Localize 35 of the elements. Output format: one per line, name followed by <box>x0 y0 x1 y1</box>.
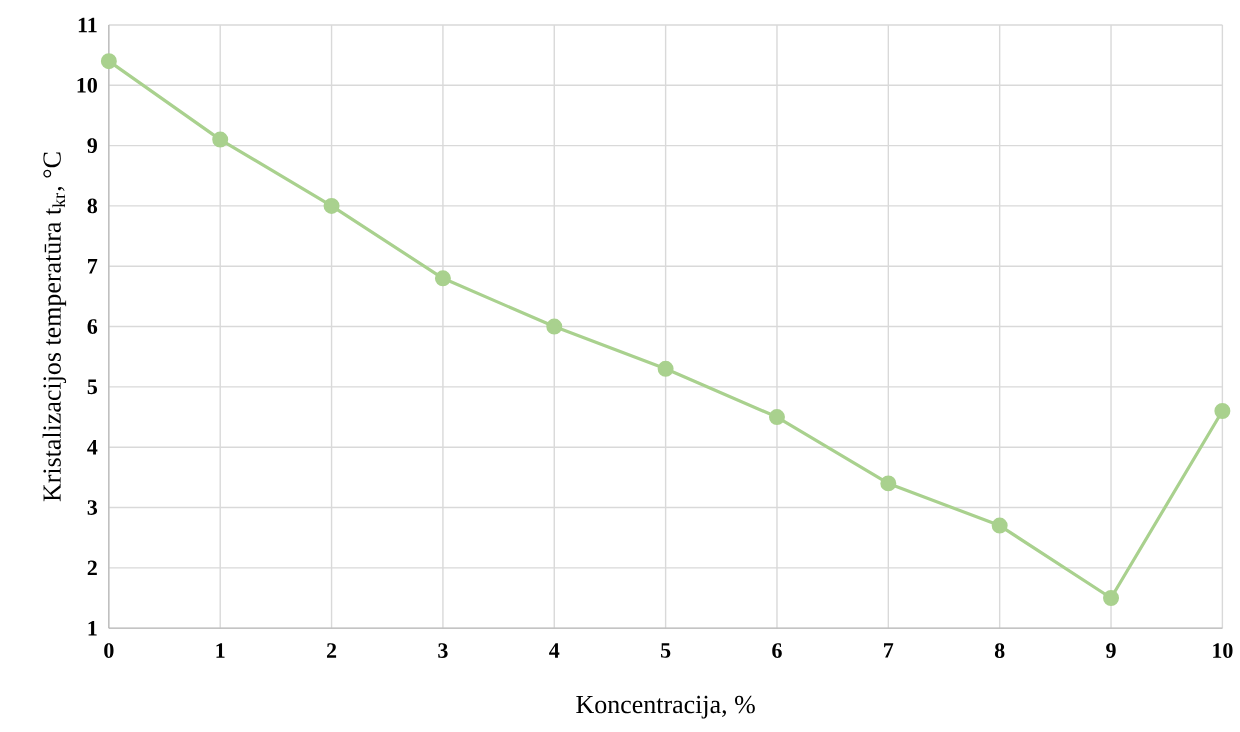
x-tick-label: 4 <box>549 643 560 658</box>
y-axis-title: Kristalizacijos temperatūra t$_{kr}$, °C <box>42 152 67 502</box>
y-tick-label: 5 <box>87 379 97 395</box>
point <box>434 270 451 287</box>
y-tick-label: 8 <box>87 198 98 214</box>
point <box>323 197 340 214</box>
y-tick-label: 9 <box>87 138 97 153</box>
x-tick-label: 0 <box>104 643 114 659</box>
x-tick-label: 1 <box>216 643 225 658</box>
y-tick-label: 10 <box>77 77 97 93</box>
x-tick-label: 10 <box>1213 643 1233 659</box>
x-axis-title: Koncentracija, % <box>576 695 755 719</box>
x-tick-label: 9 <box>1106 643 1116 658</box>
point <box>991 517 1008 534</box>
point <box>657 360 674 377</box>
point <box>880 475 897 492</box>
y-tick-label: 4 <box>87 439 98 455</box>
y-tick-label: 6 <box>87 319 98 334</box>
point <box>1103 590 1120 606</box>
x-tick-label: 6 <box>772 643 782 658</box>
x-tick-label: 8 <box>994 643 1005 659</box>
point <box>546 318 563 335</box>
point <box>212 131 229 148</box>
x-tick-label: 7 <box>884 643 894 658</box>
x-tick-label: 5 <box>661 643 671 658</box>
y-tick-label: 2 <box>87 560 97 576</box>
x-tick-label: 3 <box>438 643 448 658</box>
y-tick-label: 7 <box>88 259 98 274</box>
point <box>768 409 785 426</box>
point <box>1214 403 1231 419</box>
point <box>100 53 117 70</box>
y-tick-label: 1 <box>88 620 97 636</box>
y-tick-label: 3 <box>87 500 98 515</box>
x-tick-label: 2 <box>326 643 337 658</box>
y-tick-label: 11 <box>78 17 97 33</box>
